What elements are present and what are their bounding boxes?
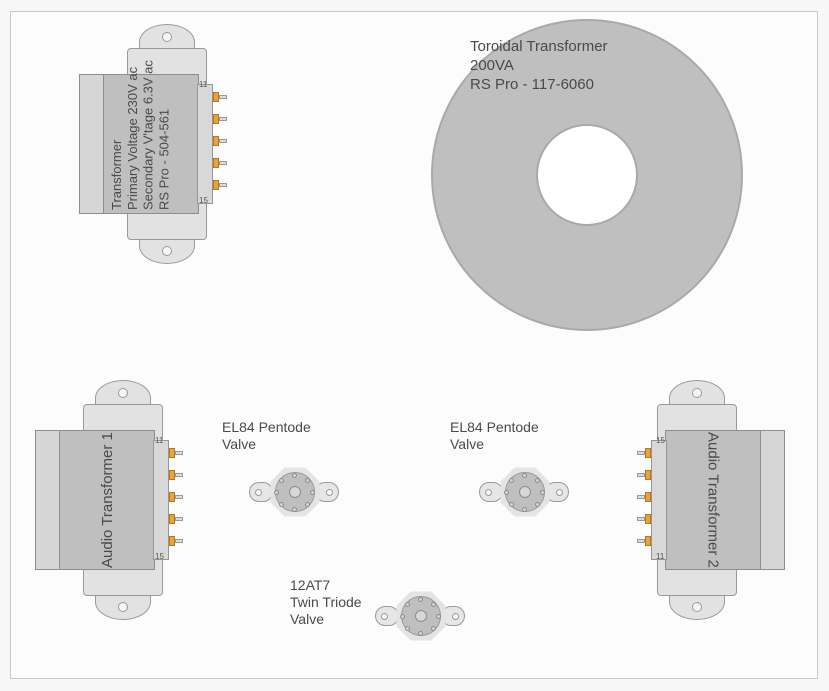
valve-pin [292, 473, 297, 478]
valve-center [415, 610, 427, 622]
valve-el84-right [479, 460, 569, 524]
label-line: Audio Transformer 1 [99, 432, 117, 568]
valve-pin [540, 490, 545, 495]
label-line: Valve [290, 611, 362, 628]
transformer-pin-lead [219, 117, 227, 121]
valve-ear-hole [326, 489, 333, 496]
transformer-pin [645, 470, 651, 480]
label-line: Transformer [109, 78, 125, 210]
pin-marker-bottom: 11 [656, 552, 664, 561]
valve-pin [405, 602, 410, 607]
transformer-pin-lead [219, 183, 227, 187]
transformer-pin [645, 492, 651, 502]
valve-pin [274, 490, 279, 495]
transformer-bobbin [197, 84, 213, 204]
valve-pin [509, 478, 514, 483]
valve-pin [310, 490, 315, 495]
toroidal-transformer-hole [536, 124, 638, 226]
mount-hole [162, 246, 172, 256]
valve-pin [400, 614, 405, 619]
transformer-pin [645, 448, 651, 458]
pin-marker-top: 11 [199, 80, 207, 89]
pin-marker-top: 15 [656, 436, 665, 445]
transformer-pin-lead [175, 473, 183, 477]
valve-pin [305, 502, 310, 507]
power-transformer: 11 15 Transformer Primary Voltage 230V a… [79, 24, 255, 264]
label-line: Secondary V'tage 6.3V ac [141, 78, 157, 210]
valve-pin [431, 602, 436, 607]
valve-pin [405, 626, 410, 631]
toroidal-transformer-label: Toroidal Transformer 200VA RS Pro - 117-… [470, 38, 608, 94]
audio-transformer-2-label: Audio Transformer 2 [703, 432, 721, 568]
label-line: Primary Voltage 230V ac [125, 78, 141, 210]
mount-hole [162, 32, 172, 42]
audio-transformer-1-label: Audio Transformer 1 [99, 432, 117, 568]
transformer-bobbin [651, 440, 667, 560]
label-line: 12AT7 [290, 577, 362, 594]
transformer-pin-lead [637, 517, 645, 521]
valve-pin [279, 478, 284, 483]
valve-pin [535, 478, 540, 483]
mount-hole [118, 602, 128, 612]
valve-pin [522, 507, 527, 512]
power-transformer-label: Transformer Primary Voltage 230V ac Seco… [109, 78, 172, 210]
transformer-pin-lead [637, 451, 645, 455]
valve-ear-hole [485, 489, 492, 496]
valve-pin [292, 507, 297, 512]
transformer-pin-lead [175, 517, 183, 521]
toroid-label-line: Toroidal Transformer [470, 38, 608, 57]
label-line: EL84 Pentode [222, 419, 311, 436]
transformer-pin [645, 536, 651, 546]
transformer-pin-lead [219, 161, 227, 165]
valve-pin [535, 502, 540, 507]
valve-pin [504, 490, 509, 495]
valve-center [519, 486, 531, 498]
transformer-pin-lead [175, 495, 183, 499]
pin-marker-bottom: 15 [199, 196, 208, 205]
label-line: EL84 Pentode [450, 419, 539, 436]
transformer-pin-lead [637, 473, 645, 477]
valve-el84-left [249, 460, 339, 524]
mount-hole [692, 602, 702, 612]
valve-ear-hole [381, 613, 388, 620]
valve-pin [509, 502, 514, 507]
valve-el84-right-label: EL84 Pentode Valve [450, 419, 539, 453]
valve-pin [418, 631, 423, 636]
pin-marker-top: 11 [155, 436, 163, 445]
transformer-pin-lead [637, 539, 645, 543]
transformer-pin-lead [219, 139, 227, 143]
label-line: Audio Transformer 2 [703, 432, 721, 568]
audio-transformer-1: 11 15 Audio Transformer 1 [35, 380, 211, 620]
label-line: Twin Triode [290, 594, 362, 611]
mount-hole [692, 388, 702, 398]
mount-hole [118, 388, 128, 398]
valve-pin [418, 597, 423, 602]
label-line: Valve [450, 436, 539, 453]
transformer-pin-lead [175, 539, 183, 543]
valve-ear-hole [452, 613, 459, 620]
label-line: RS Pro - 504-561 [157, 78, 173, 210]
valve-pin [431, 626, 436, 631]
label-line: Valve [222, 436, 311, 453]
transformer-bobbin [153, 440, 169, 560]
valve-12at7-label: 12AT7 Twin Triode Valve [290, 577, 362, 627]
valve-center [289, 486, 301, 498]
valve-ear-hole [255, 489, 262, 496]
layout-frame: Toroidal Transformer 200VA RS Pro - 117-… [10, 11, 818, 679]
valve-pin [436, 614, 441, 619]
valve-pin [305, 478, 310, 483]
transformer-pin [645, 514, 651, 524]
valve-el84-left-label: EL84 Pentode Valve [222, 419, 311, 453]
transformer-pin-lead [637, 495, 645, 499]
valve-ear-hole [556, 489, 563, 496]
valve-12at7 [375, 584, 465, 648]
pin-marker-bottom: 15 [155, 552, 164, 561]
valve-pin [522, 473, 527, 478]
audio-transformer-2: 15 11 Audio Transformer 2 [609, 380, 785, 620]
toroid-label-line: RS Pro - 117-6060 [470, 76, 608, 95]
transformer-pin-lead [219, 95, 227, 99]
toroid-label-line: 200VA [470, 57, 608, 76]
valve-pin [279, 502, 284, 507]
transformer-pin-lead [175, 451, 183, 455]
